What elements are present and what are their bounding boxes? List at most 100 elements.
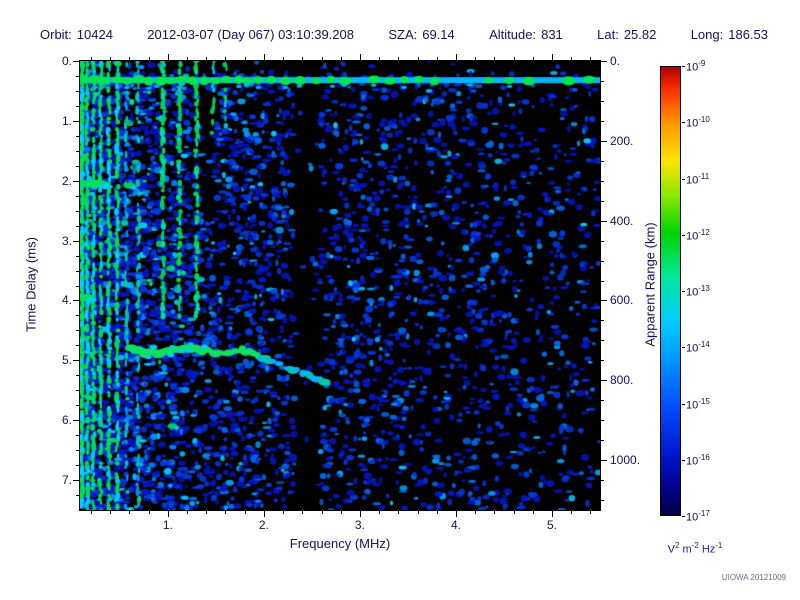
- x-minor-tick-top: [283, 57, 285, 61]
- x-minor-tick: [302, 510, 304, 514]
- x-minor-tick-top: [302, 57, 304, 61]
- x-minor-tick-top: [244, 57, 246, 61]
- range-minor-tick: [600, 320, 604, 322]
- y-major-tick: [73, 180, 80, 182]
- x-tick-label: 5.: [546, 518, 557, 532]
- y-minor-tick: [76, 285, 80, 287]
- range-tick-label: 200.: [610, 133, 634, 148]
- range-minor-tick: [600, 440, 604, 442]
- y-tick-label: 2.: [61, 173, 72, 188]
- x-major-tick: [455, 510, 457, 517]
- x-minor-tick: [340, 510, 342, 514]
- x-minor-tick-top: [398, 57, 400, 61]
- x-tick-label: 1.: [162, 518, 173, 532]
- x-major-tick: [263, 510, 265, 517]
- x-major-tick-top: [551, 54, 553, 61]
- altitude-label: Altitude:: [489, 27, 537, 42]
- y-minor-tick: [76, 75, 80, 77]
- y-tick-label: 1.: [61, 113, 72, 128]
- x-minor-tick-top: [148, 57, 150, 61]
- x-minor-tick: [129, 510, 131, 514]
- y-major-tick: [73, 120, 80, 122]
- x-minor-tick-top: [417, 57, 419, 61]
- y-tick-label: 4.: [61, 293, 72, 308]
- x-minor-tick: [513, 510, 515, 514]
- y-minor-tick: [76, 375, 80, 377]
- colorbar-tick-label: 10-11: [686, 171, 710, 187]
- x-minor-tick-top: [340, 57, 342, 61]
- y-minor-tick: [76, 495, 80, 497]
- lat-label: Lat:: [597, 27, 619, 42]
- range-minor-tick: [600, 100, 604, 102]
- colorbar-tick-label: 10-13: [686, 284, 710, 299]
- x-minor-tick-top: [513, 57, 515, 61]
- x-minor-tick: [494, 510, 496, 514]
- colorbar-tick: [682, 122, 685, 124]
- x-tick-label: 4.: [450, 518, 461, 532]
- colorbar-tick-label: 10-15: [686, 396, 710, 412]
- x-tick-label: 3.: [354, 518, 365, 532]
- colorbar-tick: [682, 347, 685, 349]
- x-minor-tick: [206, 510, 208, 514]
- range-minor-tick: [600, 280, 604, 282]
- long-value: 186.53: [728, 27, 768, 42]
- y-minor-tick: [76, 405, 80, 407]
- datetime-value: 2012-03-07 (Day 067) 03:10:39.208: [147, 27, 354, 42]
- x-major-tick-top: [167, 54, 169, 61]
- altitude-field: Altitude: 831: [489, 27, 563, 42]
- y-minor-tick: [76, 165, 80, 167]
- y-minor-tick: [76, 210, 80, 212]
- x-minor-tick: [244, 510, 246, 514]
- x-minor-tick: [417, 510, 419, 514]
- spectrogram-canvas: [80, 61, 600, 510]
- y-minor-tick: [76, 435, 80, 437]
- range-minor-tick: [600, 340, 604, 342]
- x-minor-tick-top: [187, 57, 189, 61]
- lat-field: Lat: 25.82: [597, 27, 656, 42]
- x-major-tick: [167, 510, 169, 517]
- sza-field: SZA: 69.14: [388, 27, 454, 42]
- range-major-tick: [600, 300, 607, 302]
- x-axis-title: Frequency (MHz): [289, 536, 391, 551]
- colorbar-tick: [682, 291, 685, 292]
- range-minor-tick: [600, 180, 604, 182]
- x-minor-tick-top: [91, 57, 93, 61]
- range-major-tick: [600, 460, 607, 462]
- colorbar-tick: [682, 178, 685, 180]
- orbit-value: 10424: [76, 27, 113, 42]
- colorbar-tick: [682, 66, 685, 67]
- orbit-field: Orbit: 10424: [40, 27, 113, 42]
- range-minor-tick: [600, 500, 604, 502]
- colorbar-tick: [682, 459, 685, 461]
- y-tick-label: 6.: [61, 413, 72, 428]
- y-tick-label: 7.: [61, 473, 72, 488]
- range-minor-tick: [600, 80, 604, 82]
- colorbar-tick: [682, 403, 685, 405]
- y-major-tick: [73, 240, 80, 242]
- range-tick-label: 0.: [610, 54, 621, 68]
- colorbar-tick: [682, 516, 685, 517]
- range-minor-tick: [600, 480, 604, 482]
- x-minor-tick: [225, 510, 227, 514]
- colorbar-tick: [682, 234, 685, 236]
- x-minor-tick-top: [379, 57, 381, 61]
- range-tick-label: 1000.: [610, 453, 641, 468]
- x-minor-tick-top: [532, 57, 534, 61]
- sza-value: 69.14: [422, 27, 455, 42]
- range-major-tick: [600, 61, 607, 62]
- y-major-tick: [73, 480, 80, 482]
- y-major-tick: [73, 360, 80, 362]
- header-info: Orbit: 10424 2012-03-07 (Day 067) 03:10:3…: [40, 27, 768, 42]
- range-minor-tick: [600, 360, 604, 362]
- y-minor-tick: [76, 450, 80, 452]
- x-minor-tick-top: [110, 57, 112, 61]
- y-minor-tick: [76, 90, 80, 92]
- y-tick-label: 5.: [61, 353, 72, 368]
- range-major-tick: [600, 140, 607, 142]
- y-minor-tick: [76, 345, 80, 347]
- x-minor-tick-top: [129, 57, 131, 61]
- range-minor-tick: [600, 160, 604, 162]
- x-minor-tick: [91, 510, 93, 514]
- x-minor-tick-top: [225, 57, 227, 61]
